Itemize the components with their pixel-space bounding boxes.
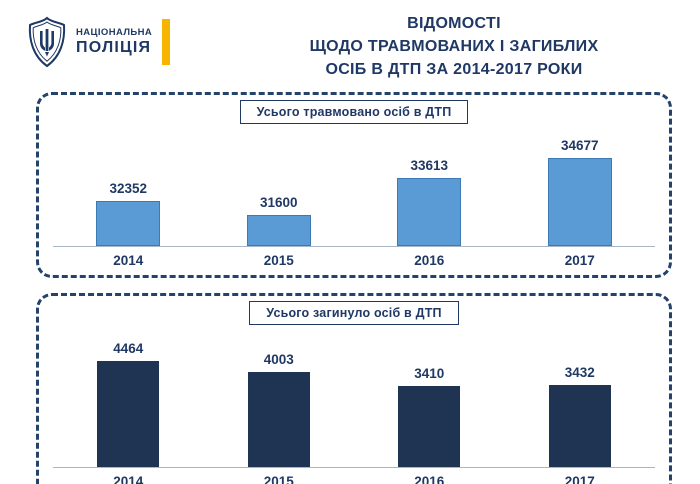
year-label: 2015 — [263, 252, 294, 268]
bar-value-label: 3432 — [564, 364, 595, 380]
year-axis-killed: 2014 2015 2016 2017 — [53, 468, 655, 484]
chart-title-killed: Усього загинуло осіб в ДТП — [249, 300, 459, 325]
page-title-line-3: ОСІБ В ДТП ЗА 2014-2017 РОКИ — [325, 61, 583, 79]
bar-column: 4464 — [53, 341, 204, 467]
bar — [247, 371, 310, 467]
bar-column: 3432 — [505, 365, 656, 467]
bar-value-label: 31600 — [259, 194, 298, 210]
police-badge-icon — [28, 16, 66, 68]
bar-value-label: 34677 — [560, 137, 599, 153]
chart-panel-injured: Усього травмовано осіб в ДТП 32352 31600 3… — [36, 91, 672, 278]
logo-yellow-bar — [162, 19, 171, 65]
national-police-logo: НАЦІОНАЛЬНА ПОЛІЦІЯ — [26, 10, 222, 68]
bar — [97, 360, 160, 467]
bar — [246, 214, 311, 246]
logo-text: НАЦІОНАЛЬНА ПОЛІЦІЯ — [76, 27, 152, 57]
bar-plot-killed: 4464 4003 3410 3432 — [53, 329, 655, 468]
bar-column: 31600 — [204, 195, 355, 246]
year-axis-injured: 2014 2015 2016 2017 — [53, 247, 655, 275]
bar-value-label: 4003 — [263, 351, 294, 367]
year-label: 2015 — [263, 473, 294, 484]
bar-column: 4003 — [204, 352, 355, 467]
chart-panel-killed: Усього загинуло осіб в ДТП 4464 4003 3410 3… — [36, 292, 672, 484]
header: НАЦІОНАЛЬНА ПОЛІЦІЯ ВІДОМОСТІ ЩОДО ТРАВМ… — [0, 0, 700, 82]
bar-plot-injured: 32352 31600 33613 34677 — [53, 128, 655, 247]
year-label: 2016 — [414, 252, 445, 268]
logo-text-line2: ПОЛІЦІЯ — [76, 39, 152, 56]
year-label: 2016 — [414, 473, 445, 484]
bar-value-label: 4464 — [113, 340, 144, 356]
bar — [96, 200, 161, 246]
bar-value-label: 32352 — [109, 180, 148, 196]
bar-value-label: 33613 — [410, 157, 449, 173]
bar — [548, 384, 611, 467]
page-title: ВІДОМОСТІ ЩОДО ТРАВМОВАНИХ І ЗАГИБЛИХ ОС… — [222, 10, 686, 82]
bar-column: 34677 — [505, 138, 656, 246]
year-label: 2014 — [113, 252, 144, 268]
bar-column: 32352 — [53, 181, 204, 246]
logo-text-line1: НАЦІОНАЛЬНА — [76, 27, 153, 38]
bar-column: 33613 — [354, 158, 505, 246]
page-title-line-2: ЩОДО ТРАВМОВАНИХ І ЗАГИБЛИХ — [309, 38, 599, 56]
year-label: 2017 — [564, 252, 595, 268]
year-label: 2017 — [564, 473, 595, 484]
bar — [397, 177, 462, 246]
bar — [547, 157, 612, 246]
chart-title-injured: Усього травмовано осіб в ДТП — [239, 99, 469, 124]
bar-column: 3410 — [354, 366, 505, 467]
page-title-line-1: ВІДОМОСТІ — [407, 15, 501, 32]
bar-value-label: 3410 — [414, 365, 445, 381]
year-label: 2014 — [113, 473, 144, 484]
bar — [398, 385, 461, 467]
